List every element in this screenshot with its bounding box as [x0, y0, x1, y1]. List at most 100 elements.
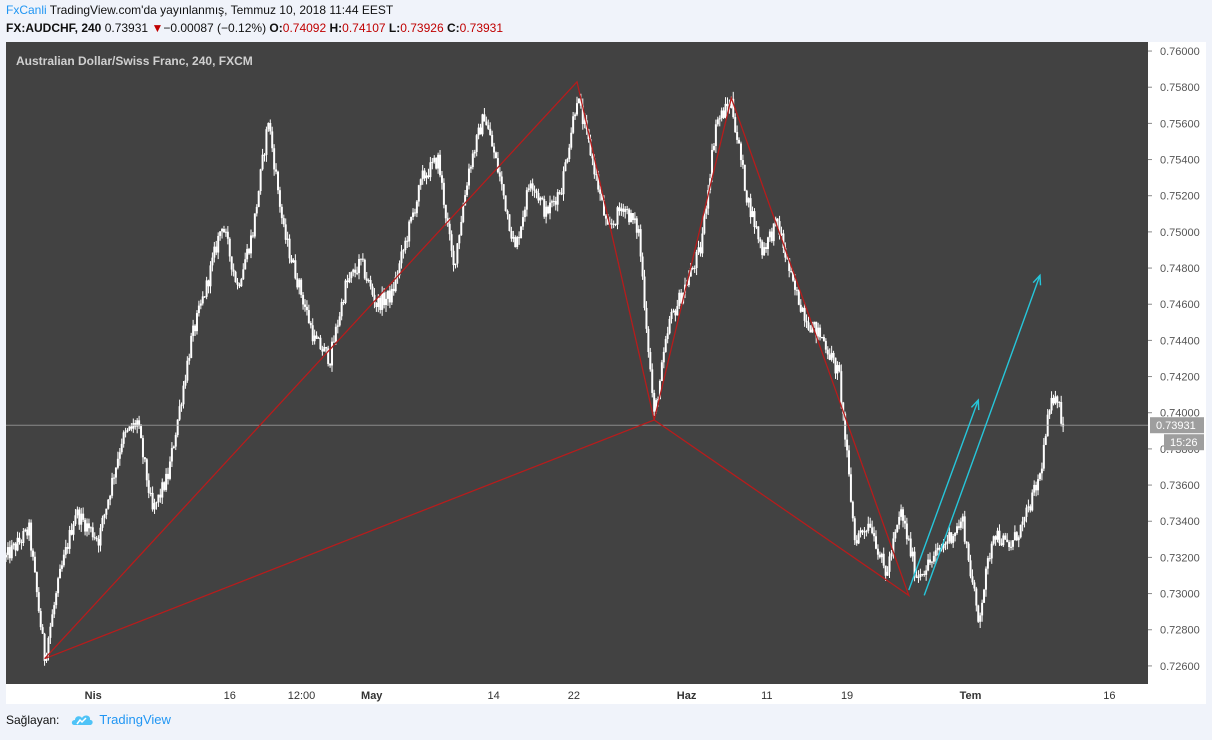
candle-body	[1060, 402, 1063, 424]
candle-body	[433, 157, 436, 162]
candle-body	[176, 419, 179, 435]
candle-body	[610, 223, 613, 225]
candle-body	[900, 509, 903, 517]
chart-title: Australian Dollar/Swiss Franc, 240, FXCM	[16, 54, 253, 68]
candle-body	[174, 434, 177, 447]
candle-body	[840, 371, 843, 403]
candle-body	[884, 565, 887, 576]
candle-body	[402, 250, 405, 252]
candle-body	[583, 120, 586, 125]
price-chart[interactable]: Australian Dollar/Swiss Franc, 240, FXCM…	[5, 42, 1206, 704]
price-axis[interactable]: 0.72600 0.72800 0.73000 0.73200 0.73400 0.736…	[1148, 42, 1206, 704]
candle-body	[265, 129, 268, 155]
candle-body	[394, 276, 397, 292]
candle-body	[929, 559, 932, 563]
candle-body	[1000, 543, 1003, 546]
candle-body	[332, 341, 335, 343]
candle-body	[518, 237, 521, 239]
candle-body	[956, 526, 959, 534]
candle-body	[62, 554, 65, 566]
candle-body	[39, 611, 42, 628]
candle-body	[739, 143, 742, 161]
candle-body	[51, 614, 54, 627]
candle-body	[917, 577, 920, 579]
candle-body	[894, 531, 897, 539]
candle-body	[579, 98, 582, 106]
candle-body	[570, 132, 573, 148]
candle-body	[215, 246, 218, 253]
trend-arrow-line[interactable]	[908, 399, 979, 591]
pattern-line[interactable]	[44, 80, 911, 660]
candle-body	[832, 352, 835, 358]
candle-body	[545, 206, 548, 217]
candle-body	[59, 568, 62, 579]
candle-body	[290, 258, 293, 263]
chart-container[interactable]: Australian Dollar/Swiss Franc, 240, FXCM…	[5, 42, 1206, 704]
tradingview-link[interactable]: TradingView	[99, 712, 171, 727]
time-tick-label: 16	[1103, 690, 1115, 702]
candle-body	[699, 247, 702, 254]
candle-body	[855, 540, 858, 544]
brand-name[interactable]: FxCanli	[6, 3, 47, 17]
plot-area[interactable]	[6, 42, 1148, 684]
candle-body	[226, 231, 229, 239]
candle-body	[948, 532, 951, 542]
candle-body	[257, 191, 260, 207]
candle-body	[784, 247, 787, 258]
candle-body	[91, 527, 94, 538]
candle-body	[888, 556, 891, 572]
candle-body	[151, 492, 154, 510]
candle-body	[412, 212, 415, 217]
candle-body	[138, 420, 141, 427]
candle-body	[159, 494, 162, 498]
candle-body	[892, 538, 895, 554]
candle-body	[736, 131, 739, 140]
candle-body	[986, 558, 989, 569]
candle-body	[564, 162, 567, 172]
candle-body	[1013, 532, 1016, 541]
time-axis[interactable]: Nis 16 12:00 May 14 22 Haz 11 19 Tem 16	[6, 684, 1206, 704]
time-tick-label: Haz	[677, 690, 697, 702]
candle-body	[1035, 484, 1038, 491]
candle-body	[541, 197, 544, 199]
candle-body	[70, 530, 73, 535]
candle-body	[101, 517, 104, 528]
candle-body	[618, 207, 621, 212]
candle-body	[313, 335, 316, 342]
candle-body	[786, 257, 789, 259]
candle-body	[514, 237, 517, 248]
price-tick-label: 0.74800	[1160, 263, 1200, 275]
candle-body	[973, 582, 976, 589]
candle-body	[603, 199, 606, 216]
candle-body	[489, 128, 492, 135]
low-value: 0.73926	[400, 21, 444, 35]
candle-body	[477, 127, 480, 136]
trend-arrow-line[interactable]	[923, 275, 1041, 596]
candle-body	[493, 146, 496, 153]
candle-body	[367, 280, 370, 282]
candle-body	[321, 349, 324, 352]
candle-body	[643, 276, 646, 308]
candle-body	[136, 420, 139, 427]
candle-body	[329, 363, 332, 366]
candle-body	[37, 592, 40, 612]
candle-body	[903, 520, 906, 524]
candle-body	[419, 179, 422, 186]
candle-body	[983, 589, 986, 603]
candle-body	[467, 168, 470, 186]
candle-body	[527, 188, 530, 191]
candle-body	[82, 513, 85, 520]
candle-body	[331, 341, 334, 366]
candle-body	[842, 402, 845, 414]
candle-body	[118, 452, 121, 459]
candle-body	[641, 256, 644, 277]
candle-body	[469, 167, 472, 169]
candle-body	[595, 174, 598, 176]
candle-body	[859, 530, 862, 534]
candle-body	[556, 192, 559, 205]
candle-body	[109, 495, 112, 500]
candle-body	[95, 537, 98, 540]
candle-body	[167, 473, 170, 479]
published-info: TradingView.com'da yayınlanmış, Temmuz 1…	[46, 3, 394, 17]
candle-body	[896, 524, 899, 532]
